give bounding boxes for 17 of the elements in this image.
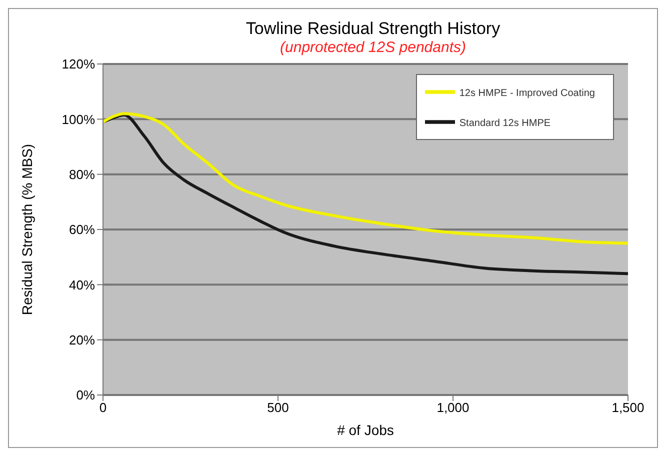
y-tick-label: 20%	[68, 332, 96, 348]
y-tick-label: 60%	[68, 222, 96, 238]
chart-title: Towline Residual Strength History	[244, 19, 502, 39]
y-tick-label: 0%	[76, 388, 96, 403]
y-tick-label: 100%	[62, 112, 96, 127]
y-tick-label: 120%	[62, 56, 96, 72]
y-tick-label: 40%	[68, 277, 96, 292]
y-tick-label: 80%	[68, 166, 96, 182]
legend-label: 12s HMPE - Improved Coating	[459, 88, 595, 100]
y-axis-title: Residual Strength (% MBS)	[18, 144, 35, 316]
x-tick-label: 500	[267, 400, 289, 416]
x-axis-title: # of Jobs	[337, 422, 394, 438]
x-tick-label: 1,500	[612, 400, 644, 416]
legend-label: Standard 12s HMPE	[459, 118, 551, 130]
chart-subtitle: (unprotected 12S pendants)	[279, 39, 467, 56]
x-tick-label: 1,000	[436, 400, 470, 416]
x-tick-label: 0	[99, 400, 107, 416]
